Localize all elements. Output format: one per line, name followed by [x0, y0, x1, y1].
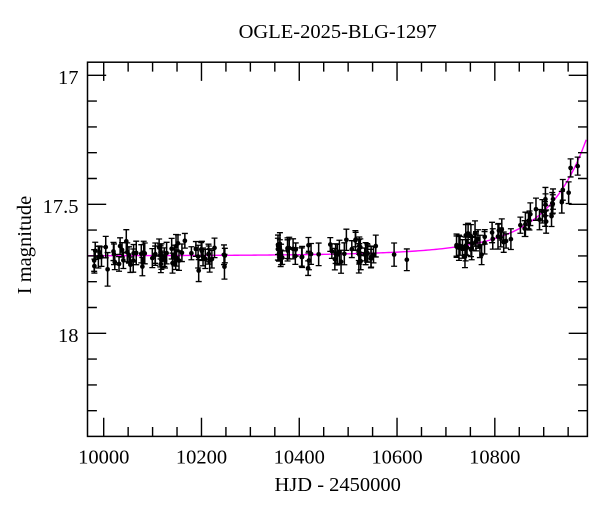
svg-text:17.5: 17.5 [43, 196, 79, 218]
svg-text:10200: 10200 [176, 447, 227, 469]
svg-text:18: 18 [58, 325, 79, 347]
svg-text:10000: 10000 [78, 447, 129, 469]
svg-text:10600: 10600 [371, 447, 422, 469]
svg-text:10400: 10400 [274, 447, 325, 469]
svg-text:17: 17 [58, 67, 79, 89]
svg-text:HJD - 2450000: HJD - 2450000 [274, 474, 400, 496]
svg-text:I magnitude: I magnitude [14, 196, 36, 295]
svg-text:10800: 10800 [469, 447, 520, 469]
svg-text:OGLE-2025-BLG-1297: OGLE-2025-BLG-1297 [239, 21, 437, 43]
